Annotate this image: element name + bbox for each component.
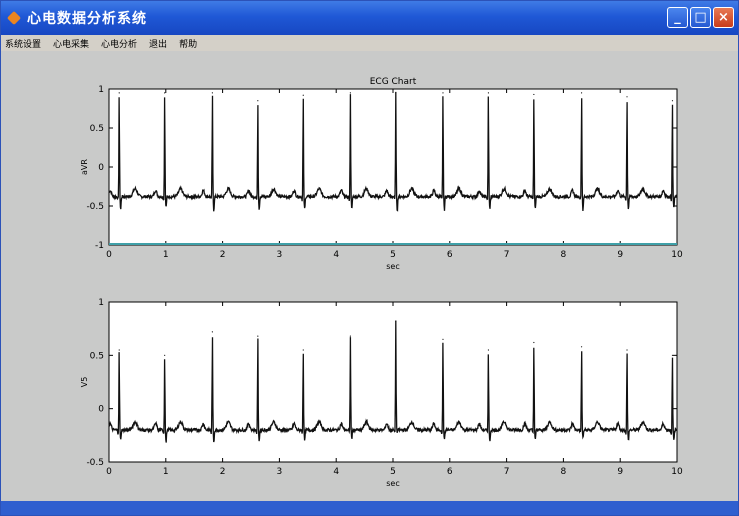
r-peak-point — [395, 92, 397, 94]
r-peak-point — [580, 346, 583, 348]
r-peak-point — [487, 92, 490, 94]
x-tick-label: 3 — [277, 467, 283, 477]
y-tick-label: 0 — [98, 405, 104, 415]
title-bar[interactable]: 心电数据分析系统 _ □ × — [1, 1, 738, 35]
y-tick-label: 1 — [98, 85, 104, 95]
x-tick-label: 10 — [671, 467, 683, 477]
r-peak-point — [395, 320, 397, 322]
r-peak-point — [257, 100, 259, 102]
x-tick-label: 4 — [333, 467, 339, 477]
x-axis-label: sec — [386, 262, 400, 271]
x-tick-label: 7 — [504, 467, 510, 477]
r-peak-point — [257, 335, 259, 337]
x-tick-label: 0 — [106, 250, 112, 260]
y-tick-label: 0.5 — [90, 351, 104, 361]
menu-exit[interactable]: 退出 — [149, 39, 168, 50]
x-tick-label: 5 — [390, 467, 396, 477]
app-icon[interactable] — [8, 11, 22, 25]
r-peak-point — [580, 92, 583, 94]
maximize-button[interactable]: □ — [690, 7, 711, 28]
menu-ecg-acquisition[interactable]: 心电采集 — [53, 39, 90, 50]
r-peak-point — [626, 96, 628, 98]
menu-bar: 系统设置 心电采集 心电分析 退出 帮助 — [1, 35, 738, 51]
y-tick-label: 0.5 — [90, 124, 104, 134]
r-peak-point — [349, 335, 351, 337]
r-peak-point — [671, 354, 674, 356]
r-peak-point — [626, 349, 628, 351]
x-tick-label: 10 — [671, 250, 683, 260]
r-peak-point — [533, 93, 535, 96]
r-peak-point — [302, 94, 304, 96]
y-tick-label: -1 — [95, 241, 104, 251]
x-tick-label: 6 — [447, 250, 453, 260]
chart-title: ECG Chart — [370, 77, 417, 87]
y-tick-label: -0.5 — [86, 202, 104, 212]
menu-help[interactable]: 帮助 — [179, 39, 198, 50]
r-peak-point — [118, 92, 120, 94]
x-tick-label: 2 — [220, 467, 226, 477]
r-peak-point — [302, 349, 304, 351]
ecg-plot-avr: ECG Chart 0 1 2 3 4 5 6 7 8 9 10 1 0.5 0 -0.5 -1 sec aVR — [80, 77, 683, 271]
x-tick-label: 5 — [390, 250, 396, 260]
r-peak-point — [442, 338, 444, 340]
y-tick-label: 1 — [98, 298, 104, 308]
x-tick-label: 4 — [333, 250, 339, 260]
r-peak-point — [349, 92, 351, 94]
menu-system-settings[interactable]: 系统设置 — [5, 39, 42, 50]
r-peak-point — [211, 331, 213, 333]
y-tick-label: 0 — [98, 163, 104, 173]
r-peak-point — [533, 341, 535, 344]
r-peak-point — [164, 354, 166, 356]
y-tick-label: -0.5 — [86, 458, 104, 468]
x-tick-label: 8 — [561, 467, 567, 477]
plot-frame — [108, 88, 678, 246]
x-tick-label: 3 — [277, 250, 283, 260]
ecg-trace — [108, 320, 678, 443]
ecg-trace — [108, 91, 678, 212]
x-tick-label: 9 — [617, 250, 623, 260]
x-tick-label: 2 — [220, 250, 226, 260]
r-peak-point — [211, 92, 213, 94]
x-tick-label: 1 — [163, 467, 169, 477]
ecg-chart-area: ECG Chart 0 1 2 3 4 5 6 7 8 9 10 1 0.5 0 -0.5 -1 sec aVR 0 1… — [1, 51, 738, 501]
x-tick-label: 8 — [561, 250, 567, 260]
minimize-button[interactable]: _ — [667, 7, 688, 28]
window-title: 心电数据分析系统 — [27, 11, 147, 27]
r-peak-point — [671, 100, 674, 102]
y-axis-label: V5 — [80, 377, 89, 388]
x-tick-label: 9 — [617, 467, 623, 477]
x-tick-label: 6 — [447, 467, 453, 477]
window-controls: _ □ × — [667, 7, 734, 28]
plot-frame — [108, 301, 678, 463]
x-axis-label: sec — [386, 479, 400, 488]
close-button[interactable]: × — [713, 7, 734, 28]
r-peak-point — [118, 349, 120, 351]
x-tick-label: 0 — [106, 467, 112, 477]
r-peak-point — [487, 349, 490, 351]
y-axis-label: aVR — [80, 159, 89, 175]
x-tick-label: 7 — [504, 250, 510, 260]
menu-ecg-analysis[interactable]: 心电分析 — [101, 39, 138, 50]
r-peak-point — [442, 92, 444, 94]
x-tick-label: 1 — [163, 250, 169, 260]
status-bar — [1, 501, 738, 515]
r-peak-point — [164, 92, 166, 94]
